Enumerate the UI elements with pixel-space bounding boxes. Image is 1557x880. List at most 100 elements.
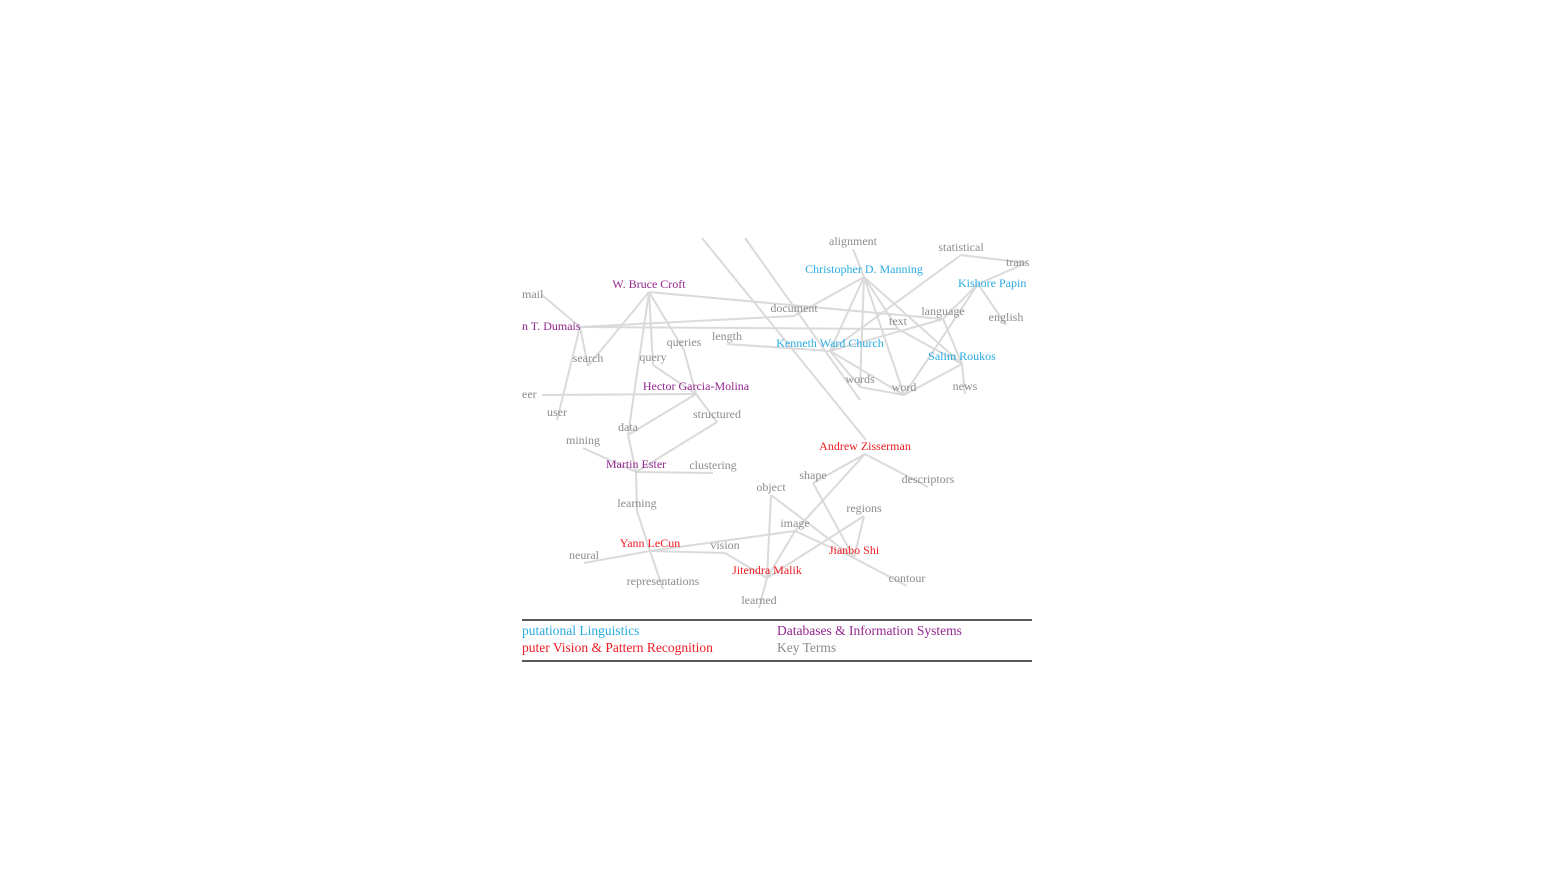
node-labels: Christopher D. Manning Kishore Papin Kenne… [522,234,1030,607]
edge [977,262,1027,285]
node-label: structured [693,407,741,421]
legend-entry: puter Vision & Pattern Recognition [522,640,713,655]
edge [766,530,796,579]
edge [942,318,963,365]
edge [635,421,718,473]
edge [829,254,962,352]
edge [863,276,963,365]
edge [766,494,772,579]
edge [556,326,581,421]
node-label: text [889,314,908,328]
node-label: data [618,420,639,434]
node-label: document [770,301,818,315]
node-label: W. Bruce Croft [612,277,686,291]
edge [652,364,697,395]
edge [582,447,637,473]
node-label: Salim Roukos [928,349,996,363]
edge [635,471,714,474]
legend-entry: putational Linguistics [522,623,639,638]
legend: putational Linguistics puter Vision & Pat… [522,619,1032,662]
edge [770,494,855,559]
node-label: news [953,379,978,393]
node-label: search [573,351,604,365]
node-label: Andrew Zisserman [819,439,911,453]
edge [583,550,651,564]
edge [648,291,685,351]
edge [829,318,944,352]
node-label: regions [846,501,882,515]
node-label: vision [710,538,739,552]
edge [579,326,899,330]
edge [649,530,796,552]
node-label: user [547,405,567,419]
node-label: learning [617,496,656,510]
edge [579,326,589,367]
edge [853,515,865,559]
node-label: eer [522,387,537,401]
edge [794,530,855,559]
node-label: Martin Ester [606,457,666,471]
node-label: neural [569,548,600,562]
node-label: queries [667,335,702,349]
edge [726,343,831,352]
edge [864,453,929,488]
node-label: alignment [829,234,878,248]
edge [853,557,908,587]
edge [903,363,963,396]
legend-entry: Databases & Information Systems [777,623,962,638]
legend-entry: Key Terms [777,640,836,655]
edge [635,471,638,512]
edge [829,350,905,396]
node-label: representations [627,574,700,588]
node-label: english [989,310,1024,324]
edge [903,283,979,396]
node-label: words [845,372,875,386]
node-label: contour [889,571,926,585]
node-label: image [780,516,809,530]
node-label: Kishore Papin [958,276,1026,290]
edge [636,510,651,552]
node-label: mail [522,287,544,301]
node-label: n T. Dumais [522,319,581,333]
edge [541,393,697,396]
edge [863,276,899,330]
edge [649,550,664,590]
node-label: Yann LeCun [620,536,680,550]
edge [859,386,905,396]
edge [744,237,861,401]
edge [766,515,865,579]
edge [977,283,1007,326]
node-label: word [892,380,917,394]
node-label: statistical [938,240,984,254]
node-label: object [756,480,786,494]
node-label: mining [566,433,600,447]
edge [829,350,861,388]
node-label: Kenneth Ward Church [776,336,883,350]
node-label: Jitendra Malik [732,563,802,577]
edge [701,237,867,441]
node-label: Christopher D. Manning [805,262,923,276]
edge [897,328,963,365]
edge [627,291,650,436]
node-label: trans [1006,255,1030,269]
edge [812,482,855,559]
edge [683,349,697,395]
node-label: clustering [689,458,736,472]
edge [961,363,966,395]
edge [649,550,726,554]
edge [627,434,637,473]
node-label: learned [741,593,776,607]
edge [942,283,979,320]
edge [852,248,865,278]
edge [648,291,654,366]
node-label: descriptors [902,472,955,486]
edge [812,453,866,484]
node-label: query [639,350,666,364]
edge [627,393,697,436]
edge [587,291,650,367]
edge [695,393,718,423]
edge [793,276,865,317]
node-label: length [712,329,742,343]
